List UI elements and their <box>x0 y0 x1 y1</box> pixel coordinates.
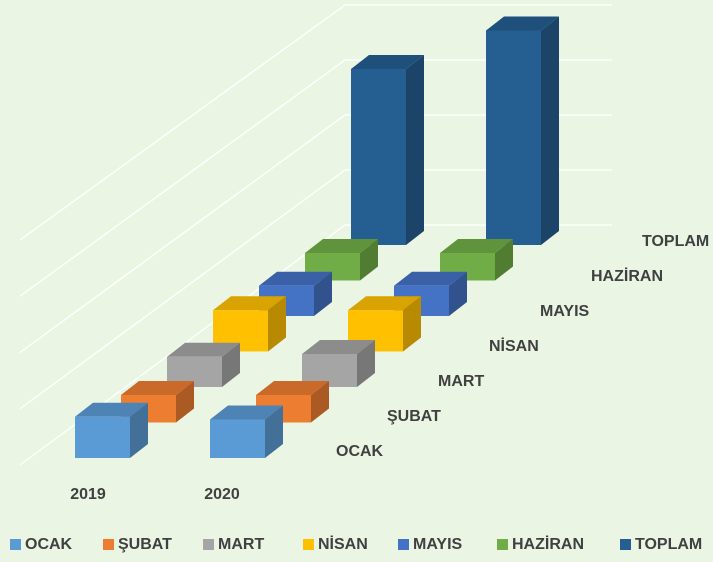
legend-label: MART <box>218 536 264 553</box>
bar-top <box>394 271 467 286</box>
legend-swatch <box>620 539 631 550</box>
bar-top <box>305 239 378 253</box>
bar-top <box>121 381 194 395</box>
depth-label: NİSAN <box>489 337 539 355</box>
legend-label: NİSAN <box>318 535 368 553</box>
bar-side <box>222 342 240 387</box>
legend-swatch <box>497 539 508 550</box>
bar-top <box>351 55 424 69</box>
depth-label: HAZİRAN <box>591 267 663 285</box>
bar-top <box>210 405 283 420</box>
bar-side <box>495 239 513 281</box>
bar-side <box>357 340 375 387</box>
x-tick-label: 2019 <box>70 486 106 503</box>
bar-top <box>75 402 148 417</box>
depth-label: TOPLAM <box>642 233 709 250</box>
bar-side <box>314 271 332 316</box>
bar-side <box>403 296 421 352</box>
bar <box>486 30 541 245</box>
bar-side <box>449 271 467 316</box>
bar-side <box>268 296 286 352</box>
depth-label: ŞUBAT <box>387 408 441 425</box>
bar-side <box>265 405 283 458</box>
depth-label: MAYIS <box>540 303 590 320</box>
bar <box>75 416 130 458</box>
depth-label: MART <box>438 373 484 390</box>
legend-label: TOPLAM <box>635 536 702 553</box>
grid-line <box>19 4 612 241</box>
bar-side <box>176 381 194 423</box>
bar-side <box>406 55 424 245</box>
bar-side <box>130 402 148 458</box>
x-tick-label: 2020 <box>204 486 240 503</box>
bar-side <box>311 381 329 423</box>
legend-label: HAZİRAN <box>512 535 584 553</box>
bar-top <box>213 296 286 311</box>
bar-top <box>256 381 329 395</box>
legend-label: MAYIS <box>413 536 463 553</box>
bar-top <box>348 296 421 311</box>
legend-swatch <box>10 539 21 550</box>
bar <box>210 419 265 458</box>
bar-top <box>302 340 375 354</box>
legend-label: ŞUBAT <box>118 536 172 553</box>
bar-top <box>167 342 240 357</box>
legend-swatch <box>398 539 409 550</box>
bar-top <box>486 16 559 31</box>
legend-swatch <box>303 539 314 550</box>
bar-side <box>360 239 378 281</box>
legend-label: OCAK <box>25 536 73 553</box>
bar-top <box>440 239 513 253</box>
bar <box>351 69 406 245</box>
bar-top <box>259 271 332 286</box>
depth-label: OCAK <box>336 443 384 460</box>
bar-side <box>541 16 559 245</box>
legend-swatch <box>103 539 114 550</box>
legend-swatch <box>203 539 214 550</box>
